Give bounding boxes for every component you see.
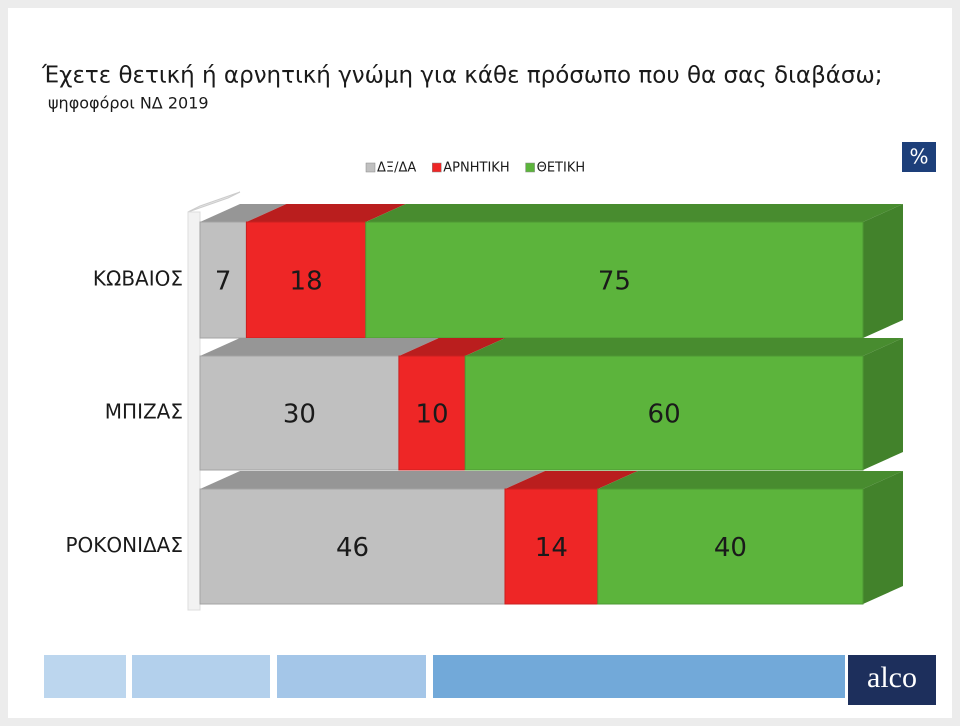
- logo-box: [848, 655, 936, 705]
- legend-label: ΑΡΝΗΤΙΚΗ: [443, 161, 509, 176]
- bar: [597, 488, 864, 605]
- unit-label: %: [909, 145, 928, 169]
- wall: [187, 211, 201, 611]
- footer-block: [277, 655, 426, 698]
- bar-side: [863, 338, 903, 470]
- bar: [365, 221, 864, 339]
- bar-top: [200, 338, 439, 356]
- bar-top: [398, 338, 506, 356]
- bar: [199, 355, 400, 471]
- bar: [398, 355, 466, 471]
- chart-title: Έχετε θετική ή αρνητική γνώμη για κάθε π…: [41, 63, 883, 89]
- value-label: 10: [416, 400, 449, 430]
- value-label: 30: [283, 400, 316, 430]
- footer-block: [44, 655, 126, 698]
- value-label: 60: [648, 400, 681, 430]
- value-label: 46: [336, 533, 369, 563]
- bar-top: [597, 471, 903, 489]
- bar: [245, 221, 367, 339]
- unit-badge: [902, 142, 936, 172]
- bar-top: [465, 338, 903, 356]
- wall-top: [187, 191, 241, 213]
- legend-swatch: [365, 162, 376, 173]
- value-label: 14: [535, 533, 568, 563]
- bar-top: [504, 471, 638, 489]
- footer-block: [132, 655, 270, 698]
- category-label: ΚΩΒΑΙΟΣ: [93, 267, 183, 291]
- legend-label: ΔΞ/ΔΑ: [377, 161, 416, 176]
- bar: [199, 221, 247, 339]
- bar-top: [365, 204, 903, 222]
- category-label: ΡΟΚΟΝΙΔΑΣ: [65, 533, 183, 557]
- legend-swatch: [525, 162, 535, 173]
- footer-block: [433, 655, 845, 698]
- bar-side: [863, 204, 903, 338]
- bar-top: [200, 471, 545, 489]
- logo: alco: [867, 661, 917, 694]
- bar: [199, 488, 506, 605]
- bar-top: [246, 204, 406, 222]
- bar-side: [863, 471, 903, 604]
- bar: [504, 488, 599, 605]
- value-label: 18: [290, 267, 323, 297]
- value-label: 75: [598, 267, 631, 297]
- value-label: 7: [215, 267, 232, 297]
- bar: [464, 355, 864, 471]
- legend-label: ΘΕΤΙΚΗ: [537, 161, 586, 176]
- legend-swatch: [432, 162, 442, 173]
- value-label: 40: [714, 533, 747, 563]
- category-label: ΜΠΙΖΑΣ: [105, 400, 183, 424]
- bar-top: [200, 204, 287, 222]
- chart-subtitle: ψηφοφόροι ΝΔ 2019: [48, 94, 209, 113]
